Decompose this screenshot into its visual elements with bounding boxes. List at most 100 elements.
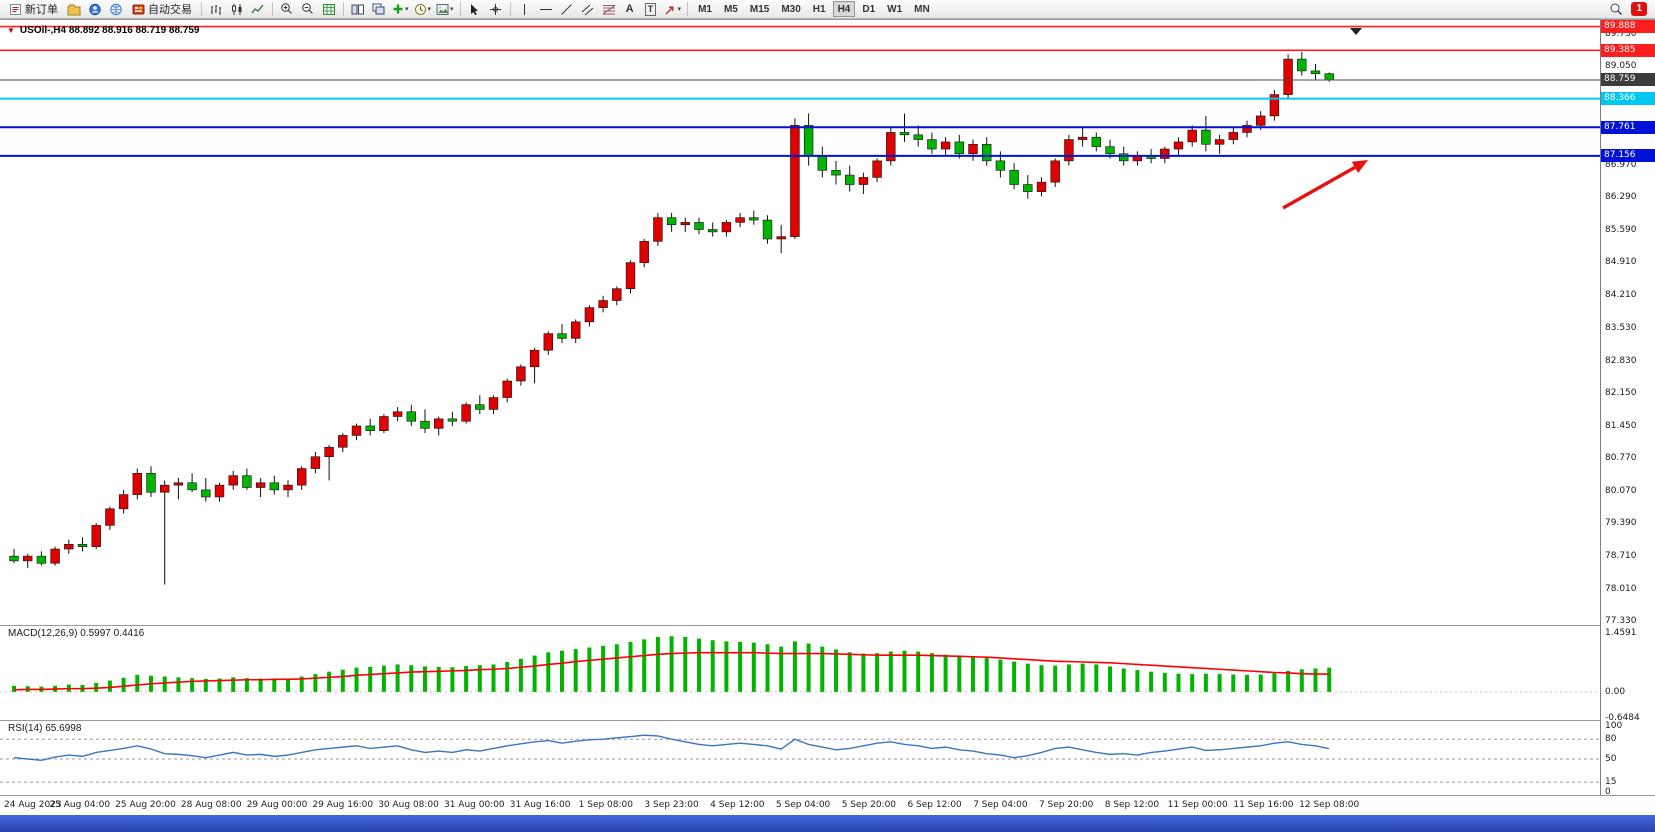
time-axis-label: 7 Sep 04:00 — [973, 800, 1028, 810]
timeframe-w1[interactable]: W1 — [882, 1, 907, 17]
new-order-button[interactable]: 新订单 — [4, 1, 63, 18]
timeframe-h1[interactable]: H1 — [808, 1, 831, 17]
caret-down-icon: ▾ — [427, 6, 432, 13]
line-chart-icon[interactable] — [248, 1, 268, 18]
time-axis[interactable]: 24 Aug 2023 25 Aug 04:00 25 Aug 20:00 28 Au… — [0, 795, 1600, 815]
search-icon[interactable] — [1606, 1, 1626, 18]
candlestick-chart-icon[interactable] — [227, 1, 247, 18]
crosshair-tool-icon[interactable] — [486, 1, 506, 18]
rsi-axis-label: 80 — [1605, 734, 1617, 745]
tile-windows-icon[interactable] — [348, 1, 368, 18]
rsi-line — [13, 734, 1330, 762]
arrows-tool-button[interactable]: ▾ — [662, 1, 684, 18]
time-axis-label: 3 Sep 23:00 — [644, 800, 699, 810]
symbol-dropdown-icon[interactable]: ▼ — [7, 25, 15, 35]
channel-tool-icon[interactable] — [578, 1, 598, 18]
text-label-tool[interactable]: A — [620, 1, 640, 18]
rsi-axis-label: 50 — [1605, 754, 1617, 764]
cascade-windows-icon[interactable] — [369, 1, 389, 18]
cursor-tool-icon[interactable] — [465, 1, 485, 18]
toolbar-separator — [201, 2, 202, 16]
time-axis-label: 25 Aug 20:00 — [115, 800, 176, 810]
price-axis-label: 89.730 — [1605, 29, 1637, 39]
price-axis-label: 84.910 — [1605, 257, 1637, 268]
timeframe-mn[interactable]: MN — [909, 1, 935, 17]
charts-profile-icon[interactable] — [64, 1, 84, 18]
price-axis-label: 79.390 — [1605, 518, 1637, 529]
toolbar-separator — [509, 2, 511, 16]
notification-badge[interactable]: 1 — [1631, 2, 1647, 16]
macd-axis-label: -0.6484 — [1605, 713, 1640, 723]
market-watch-grid-icon[interactable] — [319, 1, 339, 18]
timeframe-group: M1 M5 M15 M30 H1 H4 D1 W1 MN — [692, 1, 936, 17]
price-tag: 87.761 — [1601, 120, 1655, 134]
fibonacci-tool-icon[interactable] — [599, 1, 619, 18]
vertical-line-tool-icon[interactable] — [515, 1, 535, 18]
time-axis-label: 11 Sep 16:00 — [1233, 800, 1294, 810]
zoom-out-icon[interactable] — [298, 1, 318, 18]
chart-window[interactable]: ▼ USOil-,H4 88.892 88.916 88.719 88.759 … — [0, 19, 1655, 815]
plus-icon — [393, 4, 403, 14]
macd-axis-label: 0.00 — [1605, 686, 1626, 697]
price-axis-label: 86.970 — [1605, 159, 1637, 170]
macd-panel-separator[interactable] — [0, 625, 1655, 626]
new-order-icon — [10, 3, 21, 15]
globe-icon[interactable] — [106, 1, 126, 18]
candles — [9, 51, 1334, 585]
time-axis-label: 7 Sep 20:00 — [1038, 800, 1094, 810]
rsi-axis-label: 100 — [1605, 721, 1623, 731]
chart-title: ▼ USOil-,H4 88.892 88.916 88.719 88.759 — [7, 25, 200, 36]
price-axis-label: 81.450 — [1605, 420, 1637, 431]
time-axis-label: 6 Sep 12:00 — [907, 800, 962, 810]
caret-down-icon: ▾ — [405, 6, 409, 13]
zoom-in-icon[interactable] — [277, 1, 297, 18]
timeframe-m5[interactable]: M5 — [719, 1, 743, 17]
add-indicator-button[interactable]: ▾ — [390, 1, 411, 18]
caret-down-icon: ▾ — [450, 6, 454, 13]
time-axis-line — [0, 795, 1655, 796]
new-order-label: 新订单 — [25, 4, 58, 16]
price-tag: 88.366 — [1601, 92, 1655, 106]
timeframe-m15[interactable]: M15 — [745, 1, 774, 17]
timeframe-h4[interactable]: H4 — [832, 1, 856, 17]
text-box-tool[interactable]: T — [641, 1, 661, 18]
autotrading-button[interactable]: 自动交易 — [127, 1, 197, 18]
price-axis-label: 82.150 — [1605, 387, 1637, 398]
macd-label: MACD(12,26,9) 0.5997 0.4416 — [8, 628, 145, 639]
rsi-axis-label: 15 — [1605, 777, 1617, 788]
arrow-tool-icon — [665, 5, 674, 14]
timeframe-m1[interactable]: M1 — [693, 1, 717, 17]
period-selector-button[interactable]: ▾ — [412, 1, 434, 18]
price-tag: 89.385 — [1601, 43, 1655, 57]
text-box-icon: T — [644, 2, 657, 16]
horizontal-line-tool-icon[interactable] — [536, 1, 556, 18]
chart-shift-marker — [1350, 28, 1362, 35]
price-axis-label: 77.330 — [1605, 616, 1637, 626]
timeframe-d1[interactable]: D1 — [857, 1, 880, 17]
price-axis-label: 84.210 — [1605, 290, 1637, 301]
price-axis-label: 86.290 — [1605, 191, 1637, 202]
template-selector-button[interactable]: ▾ — [434, 1, 456, 18]
caret-down-icon: ▾ — [677, 6, 682, 13]
price-axis-label: 78.010 — [1605, 583, 1637, 594]
price-axis-label: 85.590 — [1605, 224, 1637, 235]
time-axis-label: 4 Sep 12:00 — [710, 800, 765, 810]
autotrading-label: 自动交易 — [148, 4, 192, 16]
time-axis-label: 11 Sep 00:00 — [1167, 800, 1228, 810]
community-icon[interactable] — [85, 1, 105, 18]
bar-chart-icon[interactable] — [206, 1, 226, 18]
toolbar-separator — [459, 2, 461, 16]
price-axis[interactable]: 89.73089.05088.37087.67086.97086.29085.5… — [1600, 20, 1655, 797]
template-icon — [436, 3, 449, 15]
rsi-panel-separator[interactable] — [0, 720, 1655, 721]
price-axis-label: 83.530 — [1605, 322, 1637, 333]
price-tag: 87.156 — [1601, 149, 1655, 163]
trendline-tool-icon[interactable] — [557, 1, 577, 18]
autotrading-icon — [132, 4, 145, 14]
timeframe-m30[interactable]: M30 — [776, 1, 805, 17]
time-axis-label: 5 Sep 20:00 — [841, 800, 897, 810]
time-axis-label: 25 Aug 04:00 — [49, 800, 111, 810]
time-axis-label: 8 Sep 12:00 — [1104, 800, 1160, 810]
price-chart-canvas[interactable] — [0, 20, 1600, 795]
